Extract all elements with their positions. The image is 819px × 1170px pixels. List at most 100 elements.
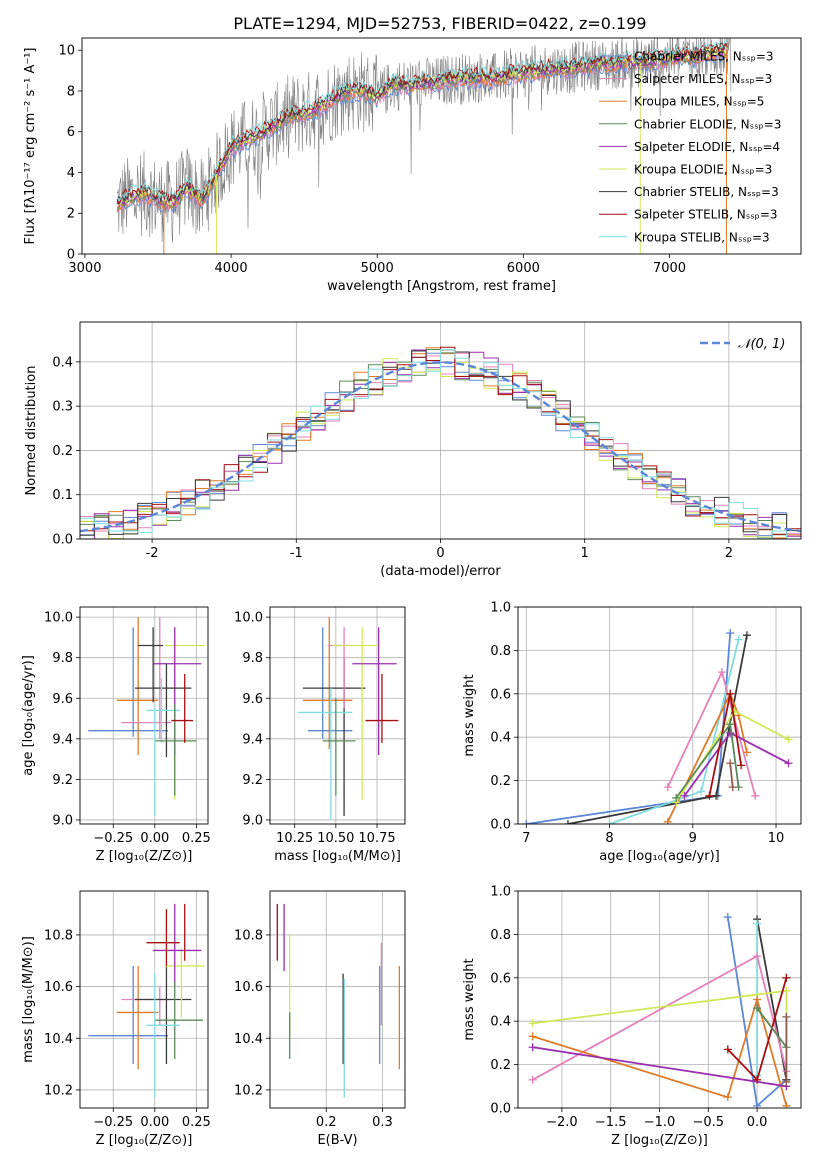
- y-tick-label: 0.6: [490, 971, 511, 986]
- axes-frame: [79, 890, 209, 1109]
- axes-frame: [79, 321, 802, 540]
- panel-6: 0.2 0.3 10.2 10.4 10.6 10.8 E(B-V): [234, 890, 406, 1148]
- marker-plus: [751, 791, 760, 800]
- x-tick-label: −2.0: [546, 1115, 578, 1130]
- marker-plus: [522, 820, 531, 824]
- marker-plus: [726, 689, 735, 698]
- plot-area: [88, 617, 205, 816]
- plot-area: [116, 38, 732, 254]
- x-tick-label: 3000: [68, 261, 101, 276]
- normal-curve-line: [80, 361, 801, 533]
- x-tick-label: 7: [522, 831, 530, 846]
- axes-frame: [269, 890, 406, 1109]
- marker-plus: [784, 735, 793, 744]
- y-axis-label: mass [log₁₀(M/M⊙)]: [21, 936, 36, 1063]
- marker-plus: [717, 668, 726, 677]
- y-tick-label: 2: [67, 207, 75, 222]
- panel-2: −0.25 0.00 0.25 9.0 9.2 9.4 9.6 9.8 10.0 Z [log₁₀…: [21, 606, 211, 864]
- y-axis-label: Normed distribution: [24, 366, 39, 496]
- x-tick-label: −1.0: [644, 1115, 676, 1130]
- y-tick-label: 0.1: [52, 488, 73, 503]
- x-axis-label: mass [log₁₀(M/M⊙)]: [274, 849, 401, 864]
- marker-plus: [782, 1101, 791, 1108]
- marker-plus: [605, 820, 614, 824]
- marker-plus: [672, 793, 681, 802]
- marker-plus: [528, 1032, 537, 1041]
- x-tick-label: −0.25: [93, 1115, 133, 1130]
- mass-weight-line: [532, 996, 788, 1107]
- marker-plus: [726, 759, 735, 768]
- x-tick-label: 10.25: [276, 831, 313, 846]
- y-tick-label: 9.2: [52, 773, 73, 788]
- y-tick-label: 10: [58, 44, 75, 59]
- x-axis-label: Z [log₁₀(Z/Z⊙)]: [96, 1133, 193, 1148]
- plot-area: [528, 913, 791, 1108]
- y-axis-label: mass weight: [462, 958, 477, 1040]
- marker-plus: [782, 1012, 791, 1021]
- histogram-step-line: [80, 358, 801, 539]
- x-tick-label: 10.50: [317, 831, 354, 846]
- y-tick-label: 10.2: [234, 1083, 263, 1098]
- y-tick-label: 0.2: [52, 444, 73, 459]
- y-tick-label: 9.0: [242, 813, 263, 828]
- marker-plus: [730, 707, 739, 716]
- plot-area: [297, 617, 399, 820]
- y-tick-label: 0.2: [490, 774, 511, 789]
- marker-plus: [723, 1045, 732, 1054]
- x-tick-label: 9: [689, 831, 697, 846]
- marker-plus: [528, 1043, 537, 1052]
- legend-entry: Salpeter ELODIE, Nₛₛₚ=4: [634, 140, 780, 154]
- x-tick-label: 7000: [653, 261, 686, 276]
- marker-plus: [726, 720, 735, 729]
- marker-plus: [563, 820, 572, 824]
- panel-1: -2 -1 0 1 2 0.0 0.1 0.2 0.3 0.4 (data-model)/error…: [24, 321, 802, 579]
- y-tick-label: 10.8: [44, 928, 73, 943]
- x-tick-label: -1: [290, 546, 303, 561]
- y-tick-label: 0.3: [52, 400, 73, 415]
- marker-plus: [753, 1004, 762, 1013]
- marker-plus: [742, 748, 751, 757]
- y-tick-label: 0.4: [490, 1015, 511, 1030]
- y-tick-label: 0: [67, 248, 75, 263]
- y-tick-label: 0.0: [490, 1102, 511, 1117]
- y-tick-label: 10.4: [234, 1032, 263, 1047]
- legend-entry: Kroupa ELODIE, Nₛₛₚ=3: [634, 163, 772, 177]
- legend-entry: Chabrier ELODIE, Nₛₛₚ=3: [634, 117, 781, 131]
- x-tick-label: 0.0: [747, 1115, 768, 1130]
- marker-plus: [680, 791, 689, 800]
- y-tick-label: 0.4: [490, 731, 511, 746]
- x-tick-label: 6000: [507, 261, 540, 276]
- legend-entry: Chabrier STELIB, Nₛₛₚ=3: [634, 185, 779, 199]
- marker-plus: [753, 1075, 762, 1084]
- panel-0: 3000 4000 5000 6000 7000 0 2 4 6 8 10 wavelength [A…: [23, 37, 802, 294]
- x-tick-label: 10: [768, 831, 785, 846]
- y-tick-label: 10.6: [234, 980, 263, 995]
- plot-area: [80, 346, 801, 539]
- marker-plus: [726, 629, 735, 638]
- x-tick-label: 8: [605, 831, 613, 846]
- y-tick-label: 10.6: [44, 980, 73, 995]
- histogram-step-line: [80, 349, 801, 539]
- panel-3: 10.25 10.50 10.75 9.0 9.2 9.4 9.6 9.8 10.0 mass […: [234, 606, 406, 864]
- legend-entry: Salpeter STELIB, Nₛₛₚ=3: [634, 208, 778, 222]
- mass-weight-line: [756, 1007, 788, 1048]
- figure-title: PLATE=1294, MJD=52753, FIBERID=0422, z=0…: [233, 14, 646, 33]
- x-tick-label: 0.25: [182, 1115, 211, 1130]
- y-tick-label: 9.4: [242, 732, 263, 747]
- x-tick-label: −1.5: [595, 1115, 627, 1130]
- marker-plus: [753, 1101, 762, 1108]
- mass-weight-line: [666, 691, 748, 823]
- x-axis-label: Z [log₁₀(Z/Z⊙)]: [611, 1133, 708, 1148]
- y-tick-label: 10.8: [234, 928, 263, 943]
- y-axis-label: age [log₁₀(age/yr)]: [21, 655, 36, 776]
- y-tick-label: 0.0: [52, 533, 73, 548]
- y-tick-label: 9.8: [52, 651, 73, 666]
- y-axis-label: mass weight: [462, 674, 477, 756]
- marker-plus: [723, 1093, 732, 1102]
- y-tick-label: 0.8: [490, 644, 511, 659]
- x-axis-label: (data-model)/error: [380, 564, 501, 579]
- legend-entry: Kroupa STELIB, Nₛₛₚ=3: [634, 230, 770, 244]
- mass-weight-line: [532, 1046, 787, 1088]
- marker-plus: [753, 919, 762, 928]
- marker-plus: [663, 817, 672, 824]
